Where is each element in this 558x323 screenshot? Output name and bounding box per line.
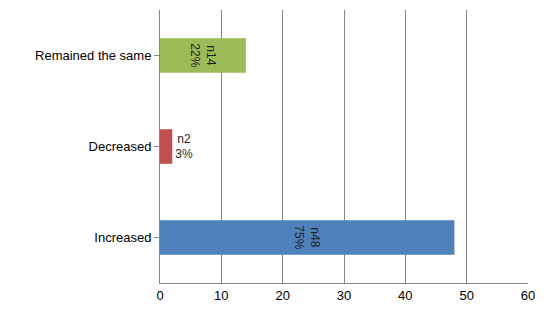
svg-text:n4875%: n4875% <box>292 225 322 249</box>
svg-text:60: 60 <box>521 288 535 303</box>
svg-text:10: 10 <box>214 288 228 303</box>
svg-text:0: 0 <box>156 288 163 303</box>
svg-text:Remained the same: Remained the same <box>35 48 151 63</box>
svg-text:n23%: n23% <box>175 132 193 162</box>
svg-text:30: 30 <box>337 288 351 303</box>
svg-text:50: 50 <box>459 288 473 303</box>
svg-text:Increased: Increased <box>94 230 151 245</box>
svg-text:n1422%: n1422% <box>188 43 218 67</box>
svg-text:20: 20 <box>275 288 289 303</box>
svg-text:40: 40 <box>398 288 412 303</box>
svg-text:Decreased: Decreased <box>89 139 152 154</box>
